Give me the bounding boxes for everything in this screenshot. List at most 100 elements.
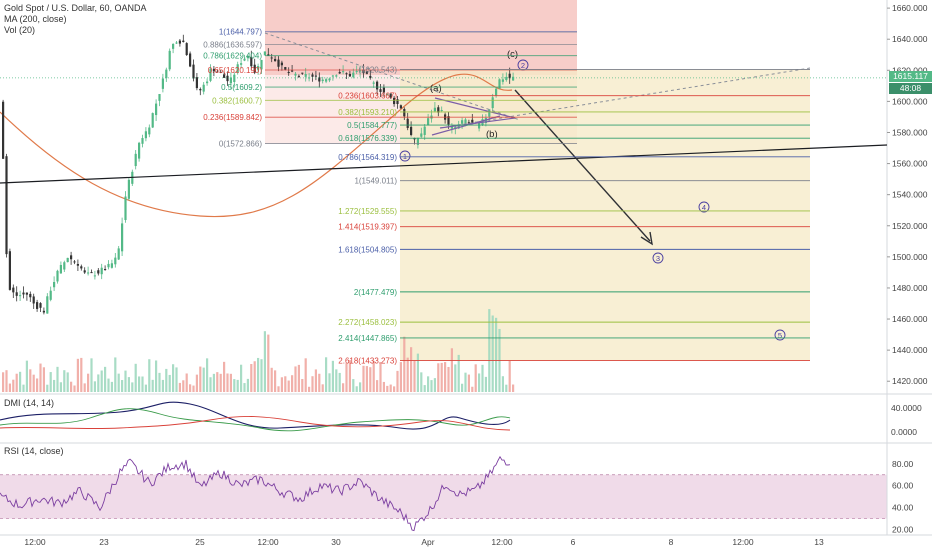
dmi-pane bbox=[0, 401, 511, 432]
time-tick-label: 12:00 bbox=[257, 537, 279, 547]
candle-body bbox=[403, 108, 406, 117]
candle-body bbox=[399, 105, 402, 109]
wave-number: 4 bbox=[702, 203, 706, 212]
fib-extension-zone bbox=[400, 69, 810, 361]
candle-body bbox=[104, 269, 107, 271]
price-tick-label: 1640.000 bbox=[892, 34, 928, 44]
volume-bar bbox=[73, 385, 76, 392]
candle-body bbox=[280, 62, 283, 66]
candle-body bbox=[413, 138, 416, 140]
volume-bar bbox=[236, 379, 239, 392]
volume-bar bbox=[410, 347, 413, 392]
volume-bar bbox=[32, 374, 35, 392]
candle-body bbox=[318, 77, 321, 82]
candle-body bbox=[345, 73, 348, 75]
drawing-tools[interactable]: (a)(b)(c)12345 bbox=[0, 31, 888, 341]
volume-bar bbox=[464, 372, 467, 392]
volume-bar bbox=[314, 369, 317, 392]
fib-ext-label: 2.618(1433.273) bbox=[338, 357, 397, 366]
candle-body bbox=[471, 119, 474, 124]
candle-body bbox=[372, 82, 375, 84]
volume-bar bbox=[144, 384, 147, 392]
candle-body bbox=[406, 118, 409, 128]
candle-body bbox=[83, 270, 86, 273]
wave-number: 3 bbox=[656, 254, 660, 263]
time-tick-label: 12:00 bbox=[24, 537, 46, 547]
candle-body bbox=[87, 272, 90, 274]
volume-bar bbox=[141, 376, 144, 392]
volume-bar bbox=[342, 383, 345, 392]
volume-bar bbox=[202, 367, 205, 392]
candle-body bbox=[314, 75, 317, 77]
fib-ext-label: 2.414(1447.865) bbox=[338, 334, 397, 343]
time-tick-label: 12:00 bbox=[491, 537, 513, 547]
vol-indicator-label[interactable]: Vol (20) bbox=[4, 25, 36, 35]
fib-ext-label: 1.414(1519.397) bbox=[338, 223, 397, 232]
price-axis[interactable]: 1420.000 1440.000 1460.000 1480.000 1500.000… bbox=[0, 3, 928, 535]
candle-body bbox=[144, 131, 147, 139]
volume-bar bbox=[382, 381, 385, 392]
candle-body bbox=[175, 42, 178, 44]
volume-bar bbox=[348, 360, 351, 392]
trendline bbox=[0, 144, 888, 184]
volume-bar bbox=[277, 386, 280, 392]
volume-bar bbox=[328, 373, 331, 392]
volume-bar bbox=[229, 373, 232, 392]
volume-bar bbox=[444, 362, 447, 392]
candle-body bbox=[246, 55, 249, 59]
candle-body bbox=[498, 79, 501, 89]
volume-bar bbox=[270, 367, 273, 392]
candle-body bbox=[63, 262, 66, 270]
candle-body bbox=[165, 69, 168, 79]
volume-bar bbox=[396, 370, 399, 392]
volume-bar bbox=[233, 379, 236, 392]
candle-body bbox=[5, 156, 8, 255]
price-tick-label: 1460.000 bbox=[892, 314, 928, 324]
candle-body bbox=[134, 153, 137, 167]
volume-bar bbox=[447, 366, 450, 392]
fib-ext-label: 2(1477.479) bbox=[354, 288, 397, 297]
rsi-tick-label: 60.00 bbox=[892, 481, 914, 491]
volume-bar bbox=[192, 385, 195, 392]
candle-body bbox=[284, 67, 287, 70]
volume-bar bbox=[495, 317, 498, 392]
candle-body bbox=[379, 89, 382, 92]
price-tick-label: 1560.000 bbox=[892, 159, 928, 169]
time-tick-label: 13 bbox=[814, 537, 824, 547]
candle-body bbox=[352, 72, 355, 78]
chart-title: Gold Spot / U.S. Dollar, 60, OANDA bbox=[4, 3, 147, 13]
volume-bar bbox=[433, 378, 436, 392]
candle-body bbox=[8, 251, 11, 290]
ma-indicator-label[interactable]: MA (200, close) bbox=[4, 14, 67, 24]
candle-body bbox=[331, 75, 334, 77]
candle-body bbox=[257, 66, 260, 70]
candle-body bbox=[270, 57, 273, 59]
fib-ext-label: 1.618(1504.805) bbox=[338, 245, 397, 254]
volume-bar bbox=[430, 380, 433, 392]
volume-bar bbox=[311, 376, 314, 392]
volume-bar bbox=[365, 366, 368, 392]
volume-bar bbox=[66, 372, 69, 392]
dmi-indicator-label[interactable]: DMI (14, 14) bbox=[4, 398, 55, 408]
fib-ext-label: 2.272(1458.023) bbox=[338, 318, 397, 327]
rsi-indicator-label[interactable]: RSI (14, close) bbox=[4, 446, 64, 456]
candle-body bbox=[56, 270, 59, 282]
volume-bar bbox=[437, 363, 440, 392]
volume-bar bbox=[257, 357, 260, 392]
volume-bar bbox=[267, 334, 270, 392]
volume-bar bbox=[134, 363, 137, 392]
candle-body bbox=[393, 97, 396, 105]
fib-ext-label: 0.236(1603.667) bbox=[338, 92, 397, 101]
candle-body bbox=[253, 64, 256, 73]
di-plus-line bbox=[0, 408, 511, 432]
fib-levels[interactable]: 1(1644.797) 0.886(1636.597) 0.786(1629.404… bbox=[203, 28, 810, 366]
volume-bar bbox=[450, 348, 453, 392]
volume-bar bbox=[345, 363, 348, 392]
price-tick-label: 1600.000 bbox=[892, 96, 928, 106]
dmi-tick-label: 40.0000 bbox=[891, 403, 922, 413]
candle-body bbox=[39, 303, 42, 308]
price-tick-label: 1500.000 bbox=[892, 252, 928, 262]
time-axis[interactable]: 12:00 23 25 12:00 30 Apr 12:00 6 8 12:00 13 bbox=[24, 537, 824, 547]
candle-body bbox=[185, 43, 188, 56]
